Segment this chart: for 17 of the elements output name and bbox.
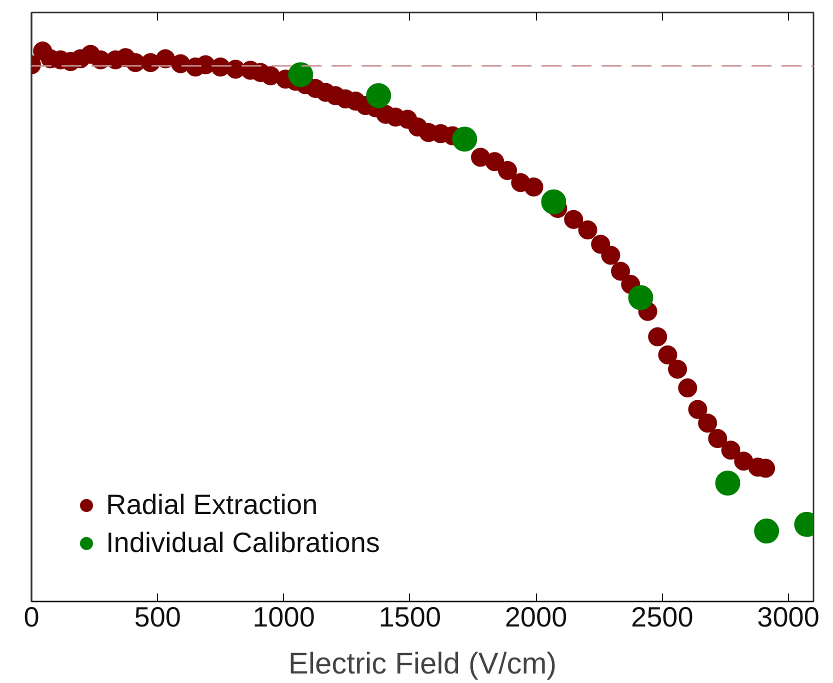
point <box>715 470 740 496</box>
legend-label: Individual Calibrations <box>106 526 380 560</box>
x-axis-title: Electric Field (V/cm) <box>288 648 557 680</box>
x-tick-label: 500 <box>134 602 181 632</box>
point <box>452 126 478 152</box>
point <box>628 285 654 310</box>
point <box>366 83 392 108</box>
x-tick-label: 1000 <box>252 602 315 632</box>
x-tick-label: 0 <box>24 602 40 632</box>
point <box>541 189 566 214</box>
x-tick-label: 1500 <box>378 602 442 632</box>
x-tick-label: 2500 <box>631 602 694 632</box>
point <box>754 518 780 544</box>
x-tick-label: 2000 <box>504 602 568 632</box>
legend-label: Radial Extraction <box>106 488 318 522</box>
point <box>288 62 314 88</box>
x-tick-label: 3000 <box>757 602 820 632</box>
